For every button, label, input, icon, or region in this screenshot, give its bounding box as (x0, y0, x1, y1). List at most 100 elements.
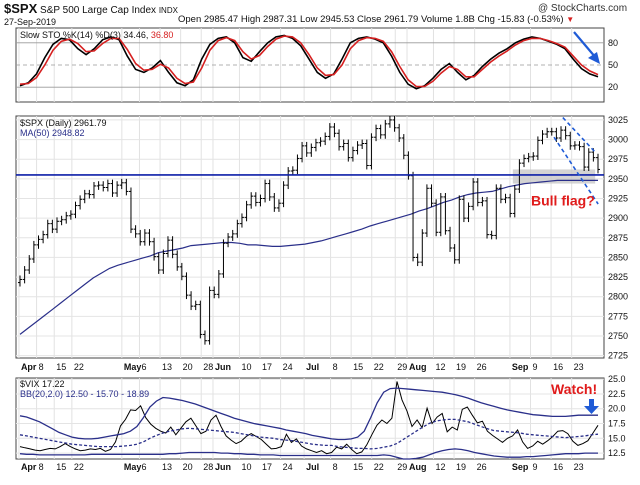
stoch-tick-label: 20 (608, 82, 618, 92)
watch-arrow-head-icon (584, 406, 599, 414)
stoch-arrow-line (573, 31, 597, 59)
vix-legend: $VIX 17.22 (20, 379, 65, 389)
vix-panel-frame (15, 377, 605, 460)
stoch-legend-d: 36.80 (151, 30, 174, 40)
watch-label: Watch! (551, 381, 597, 397)
vix-x-label: 20 (183, 462, 193, 472)
price-x-label: 16 (553, 362, 563, 372)
price-x-label: 24 (283, 362, 293, 372)
vix-tick-label: 22.5 (608, 389, 626, 399)
vix-x-label: 22 (374, 462, 384, 472)
vix-tick-label: 25.0 (608, 374, 626, 384)
vix-x-label: 8 (39, 462, 44, 472)
price-tick-label: 2875 (608, 233, 628, 243)
vix-x-label: 29 (397, 462, 407, 472)
bb-legend: BB(20,2.0) 12.50 - 15.70 - 18.89 (20, 389, 149, 399)
price-x-label: 29 (397, 362, 407, 372)
vix-x-label: 26 (477, 462, 487, 472)
price-tick-label: 2850 (608, 252, 628, 262)
price-legend: $SPX (Daily) 2961.79 (20, 118, 107, 128)
stoch-line-d (19, 35, 599, 88)
price-tick-label: 2775 (608, 311, 628, 321)
down-triangle-icon: ▼ (566, 15, 575, 24)
price-tick-label: 3025 (608, 115, 628, 125)
price-x-label: Jul (306, 362, 319, 372)
chart-header: $SPX S&P 500 Large Cap Index INDX (4, 1, 178, 16)
vix-x-label: 13 (162, 462, 172, 472)
price-x-label: 6 (141, 362, 146, 372)
price-x-label: 17 (262, 362, 272, 372)
vix-x-label: 8 (333, 462, 338, 472)
price-x-label: Aug (409, 362, 427, 372)
price-legend-name: $SPX (Daily) 2961.79 (20, 118, 107, 128)
price-x-label: 23 (574, 362, 584, 372)
vix-x-label: 9 (533, 462, 538, 472)
stoch-legend: Slow STO %K(14) %D(3) 34.46, 36.80 (20, 30, 173, 40)
price-tick-label: 2825 (608, 272, 628, 282)
stoch-legend-k: 34.46, (123, 30, 151, 40)
vix-x-label: 15 (56, 462, 66, 472)
watermark: @ StockCharts.com (538, 3, 628, 14)
price-tick-label: 2800 (608, 292, 628, 302)
stoch-arrow-head-icon (588, 52, 600, 64)
date-label: 27-Sep-2019 (4, 17, 57, 27)
watch-arrow-shaft (589, 399, 594, 407)
vix-x-label: 16 (553, 462, 563, 472)
flag-lower-line (553, 136, 599, 205)
vix-x-label: 10 (241, 462, 251, 472)
price-x-label: 10 (241, 362, 251, 372)
vix-x-label: Sep (512, 462, 529, 472)
price-tick-label: 2975 (608, 154, 628, 164)
bb-lower-line (19, 448, 598, 460)
price-tick-label: 2950 (608, 174, 628, 184)
vix-x-label: Jun (215, 462, 231, 472)
vix-x-label: 17 (262, 462, 272, 472)
price-tick-label: 2925 (608, 194, 628, 204)
price-tick-label: 2900 (608, 213, 628, 223)
price-x-label: 20 (183, 362, 193, 372)
bb-upper-line (19, 387, 598, 441)
price-x-label: 8 (39, 362, 44, 372)
vix-line (19, 381, 599, 455)
vix-x-label: 23 (574, 462, 584, 472)
stoch-tick-label: 80 (608, 38, 618, 48)
vix-tick-label: 12.5 (608, 448, 626, 458)
price-x-label: 26 (477, 362, 487, 372)
price-x-label: 12 (435, 362, 445, 372)
vix-tick-label: 17.5 (608, 419, 626, 429)
vix-x-label: 19 (456, 462, 466, 472)
symbol: $SPX (4, 1, 38, 16)
vix-x-label: 24 (283, 462, 293, 472)
vix-x-label: 15 (353, 462, 363, 472)
price-tick-label: 2750 (608, 331, 628, 341)
vix-x-label: 28 (203, 462, 213, 472)
vix-tick-label: 15.0 (608, 433, 626, 443)
price-x-label: 15 (353, 362, 363, 372)
ma50-line (19, 179, 598, 335)
vix-x-label: Apr (21, 462, 37, 472)
quote-values: Open 2985.47 High 2987.31 Low 2945.53 Cl… (178, 14, 564, 25)
price-x-label: 22 (74, 362, 84, 372)
ma-legend: MA(50) 2948.82 (20, 128, 85, 138)
vix-x-label: 6 (141, 462, 146, 472)
price-x-label: 19 (456, 362, 466, 372)
price-panel-frame (15, 115, 605, 359)
price-x-label: Jun (215, 362, 231, 372)
vix-tick-label: 20.0 (608, 404, 626, 414)
price-x-label: 15 (56, 362, 66, 372)
vix-x-label: 12 (435, 462, 445, 472)
stoch-tick-label: 50 (608, 60, 618, 70)
vix-x-label: May (124, 462, 142, 472)
price-x-label: 13 (162, 362, 172, 372)
price-tick-label: 2725 (608, 351, 628, 361)
price-x-label: 9 (533, 362, 538, 372)
bb-middle-line (19, 418, 599, 450)
vix-x-label: 22 (74, 462, 84, 472)
price-x-label: May (124, 362, 142, 372)
index-name: S&P 500 Large Cap Index (40, 5, 157, 16)
quote-line: Open 2985.47 High 2987.31 Low 2945.53 Cl… (178, 14, 574, 25)
stoch-legend-name: Slow STO %K(14) %D(3) (20, 30, 123, 40)
price-x-label: 28 (203, 362, 213, 372)
